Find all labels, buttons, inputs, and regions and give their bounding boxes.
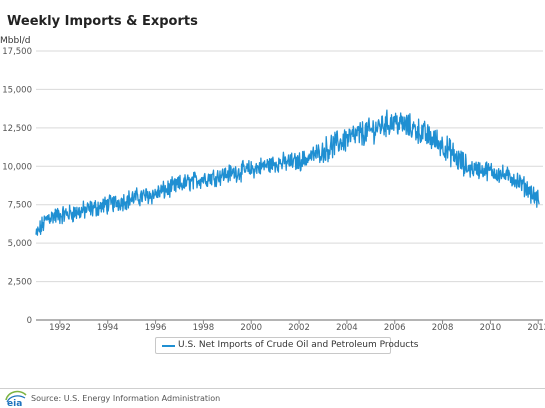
y-tick-label: 2,500 bbox=[8, 278, 32, 288]
y-tick-label: 5,000 bbox=[8, 239, 32, 249]
x-tick-label: 2006 bbox=[384, 323, 406, 333]
y-tick-label: 7,500 bbox=[8, 201, 32, 211]
x-tick-label: 2004 bbox=[336, 323, 358, 333]
svg-text:eia: eia bbox=[7, 399, 22, 408]
y-tick-label: 0 bbox=[27, 316, 32, 326]
y-axis-unit-label: Mbbl/d bbox=[0, 36, 30, 46]
y-tick-label: 15,000 bbox=[2, 85, 32, 95]
series-layer bbox=[35, 109, 540, 236]
legend[interactable]: U.S. Net Imports of Crude Oil and Petrol… bbox=[155, 337, 418, 354]
x-tick-label: 1998 bbox=[193, 323, 215, 333]
x-tick-label: 1996 bbox=[145, 323, 167, 333]
y-tick-label: 12,500 bbox=[2, 124, 32, 134]
y-tick-label: 10,000 bbox=[2, 162, 32, 172]
legend-swatch bbox=[162, 345, 175, 347]
x-tick-label: 2012 bbox=[527, 323, 545, 333]
x-tick-label: 2002 bbox=[288, 323, 310, 333]
footer-divider bbox=[0, 388, 545, 389]
source-note: Source: U.S. Energy Information Administ… bbox=[31, 394, 221, 403]
y-axis: 0 2,500 5,000 7,500 10,000 12,500 15,000 17,500 bbox=[2, 47, 32, 326]
chart-title: Weekly Imports & Exports bbox=[7, 14, 198, 29]
legend-label: U.S. Net Imports of Crude Oil and Petrol… bbox=[178, 340, 419, 350]
x-axis: 1992 1994 1996 1998 2000 2002 2004 2006 2008 2010… bbox=[49, 320, 545, 333]
gridlines bbox=[36, 50, 543, 321]
x-tick-label: 2000 bbox=[240, 323, 262, 333]
eia-logo: eia bbox=[5, 390, 27, 408]
x-tick-label: 2010 bbox=[480, 323, 502, 333]
x-tick-label: 1992 bbox=[49, 323, 71, 333]
x-tick-label: 1994 bbox=[97, 323, 119, 333]
y-tick-label: 17,500 bbox=[2, 47, 32, 57]
series-line-net-imports bbox=[35, 109, 540, 236]
chart-plot: Mbbl/d 0 2,500 5,000 7,500 10,000 12,500 15,00… bbox=[0, 36, 545, 333]
x-tick-label: 2008 bbox=[432, 323, 454, 333]
